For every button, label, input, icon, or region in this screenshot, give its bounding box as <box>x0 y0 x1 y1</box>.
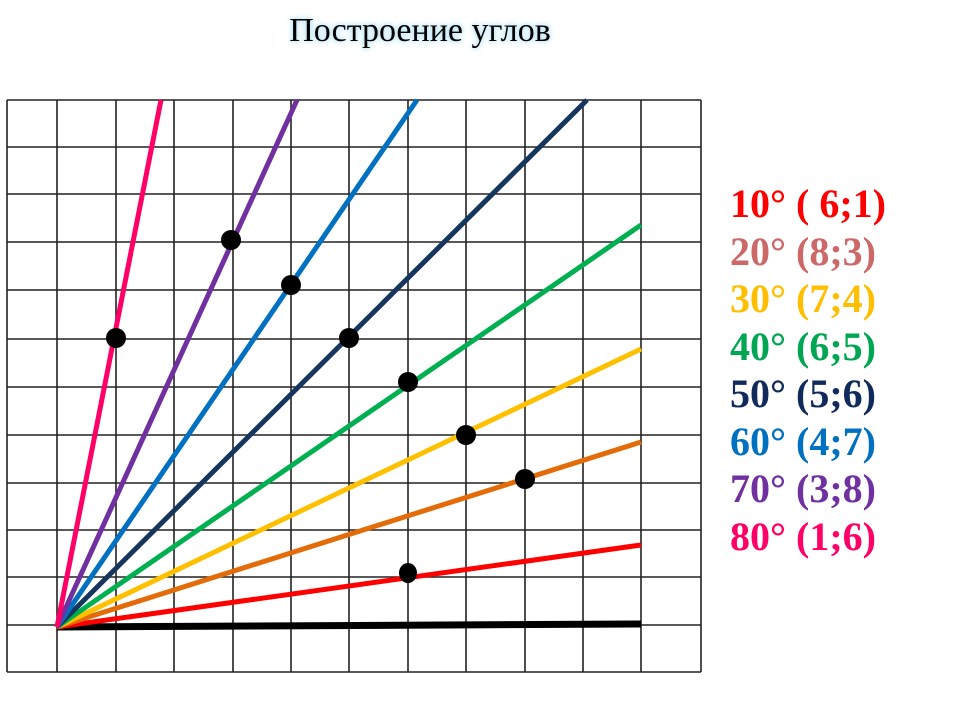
legend-item-60: 60° (4;7) <box>730 418 876 464</box>
legend-item-70: 70° (3;8) <box>730 466 876 511</box>
legend-item-50: 50° (5;6) <box>730 371 876 416</box>
page-title: Построение углов <box>289 12 551 49</box>
angle-legend: 10° ( 6;1) 20° (8;3) 30° (7;4) 40° (6;5)… <box>730 180 886 560</box>
point-20 <box>515 469 535 489</box>
point-10 <box>399 563 417 583</box>
ray-20 <box>56 439 642 630</box>
angle-points <box>106 230 535 583</box>
ray-0-base <box>56 620 642 631</box>
ray-30 <box>55 346 643 630</box>
point-40 <box>398 372 418 392</box>
legend-item-80: 80° (1;6) <box>730 513 876 559</box>
ray-70 <box>54 98 300 629</box>
legend-item-40: 40° (6;5) <box>730 323 876 369</box>
point-70 <box>221 230 241 250</box>
ray-60 <box>54 98 420 629</box>
point-60 <box>281 275 301 295</box>
legend-item-10: 10° ( 6;1) <box>730 181 886 226</box>
ray-80 <box>54 99 164 628</box>
ray-10 <box>56 542 642 630</box>
ray-50 <box>55 98 589 629</box>
angle-rays <box>54 98 643 631</box>
legend-item-20: 20° (8;3) <box>730 228 876 274</box>
legend-item-30: 30° (7;4) <box>730 276 876 321</box>
point-50 <box>339 328 359 348</box>
ray-40 <box>55 222 643 630</box>
point-30 <box>456 425 476 445</box>
point-80 <box>106 328 126 348</box>
